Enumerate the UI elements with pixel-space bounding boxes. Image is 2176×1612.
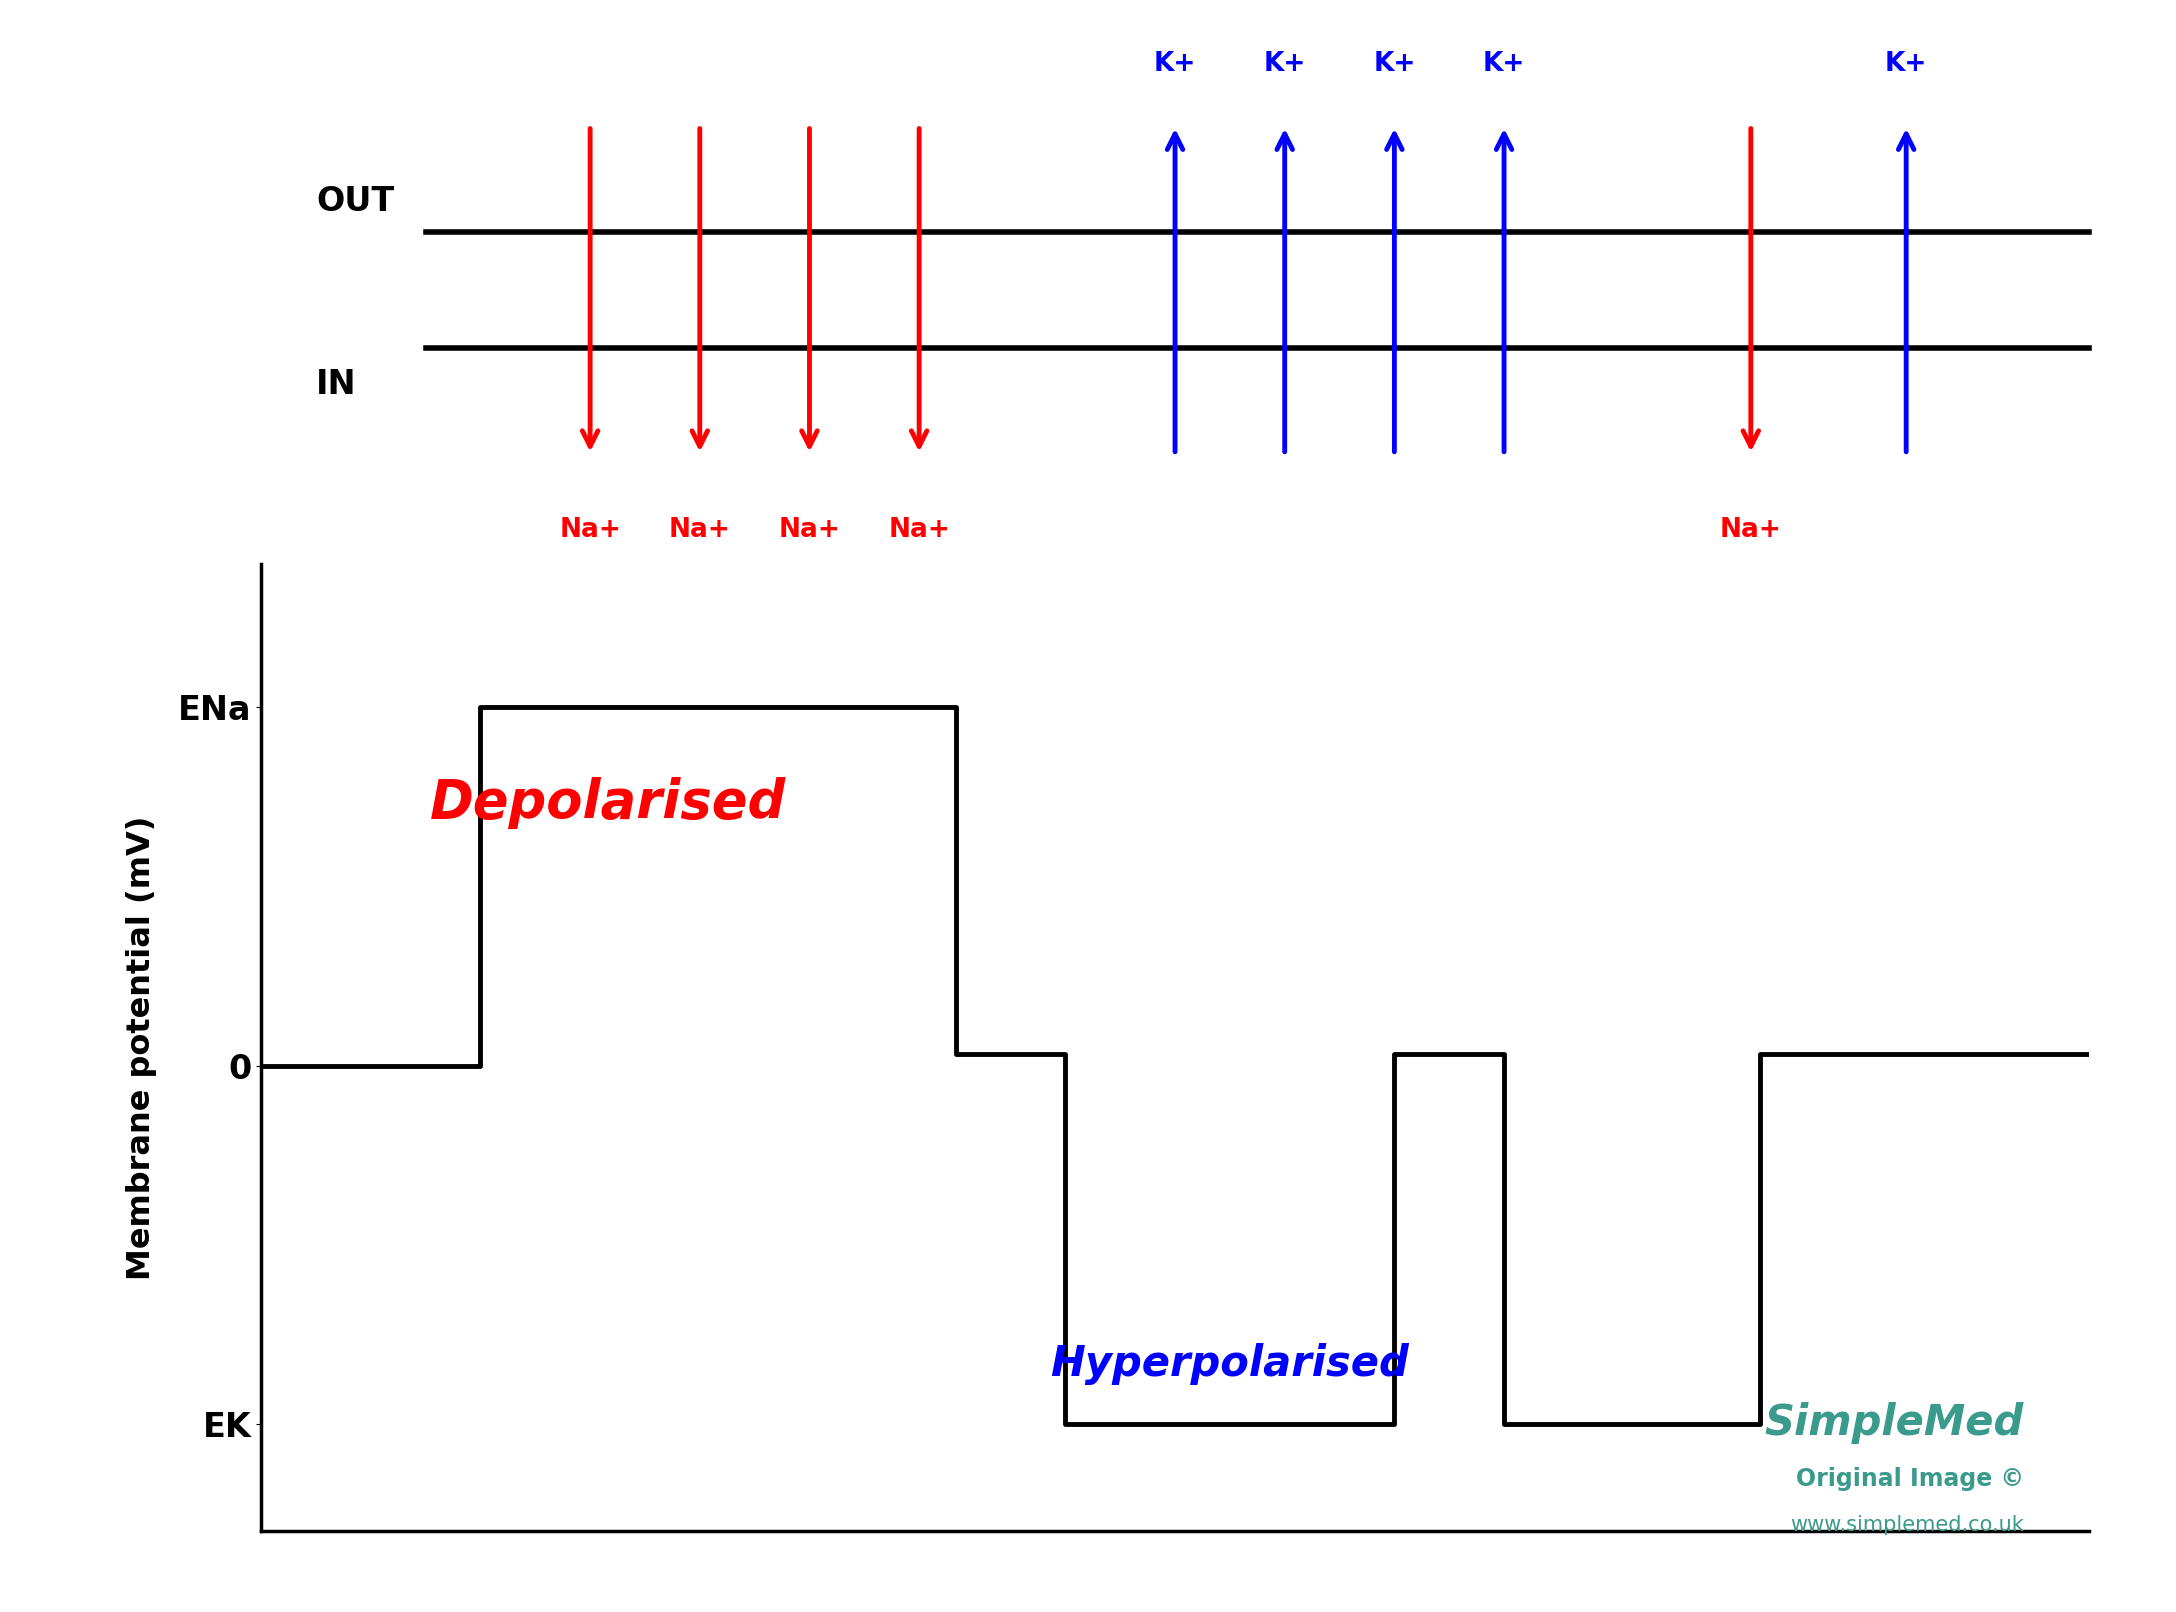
Text: K+: K+ (1884, 52, 1928, 77)
Text: Na+: Na+ (559, 517, 620, 543)
Text: ⚙: ⚙ (1971, 1288, 2011, 1330)
Text: Na+: Na+ (779, 517, 840, 543)
Text: OUT: OUT (316, 185, 394, 218)
Text: K+: K+ (1264, 52, 1306, 77)
Text: Na+: Na+ (1719, 517, 1782, 543)
Text: Depolarised: Depolarised (431, 777, 786, 829)
Text: K+: K+ (1482, 52, 1525, 77)
Text: Na+: Na+ (888, 517, 951, 543)
Text: K+: K+ (1153, 52, 1197, 77)
Text: Na+: Na+ (668, 517, 731, 543)
Text: K+: K+ (1373, 52, 1417, 77)
Text: IN: IN (316, 368, 357, 400)
Text: Original Image ©: Original Image © (1795, 1467, 2024, 1491)
Text: SimpleMed: SimpleMed (1765, 1402, 2024, 1444)
Text: Hyperpolarised: Hyperpolarised (1051, 1343, 1410, 1385)
Y-axis label: Membrane potential (mV): Membrane potential (mV) (126, 816, 157, 1280)
Text: www.simplemed.co.uk: www.simplemed.co.uk (1791, 1515, 2024, 1535)
